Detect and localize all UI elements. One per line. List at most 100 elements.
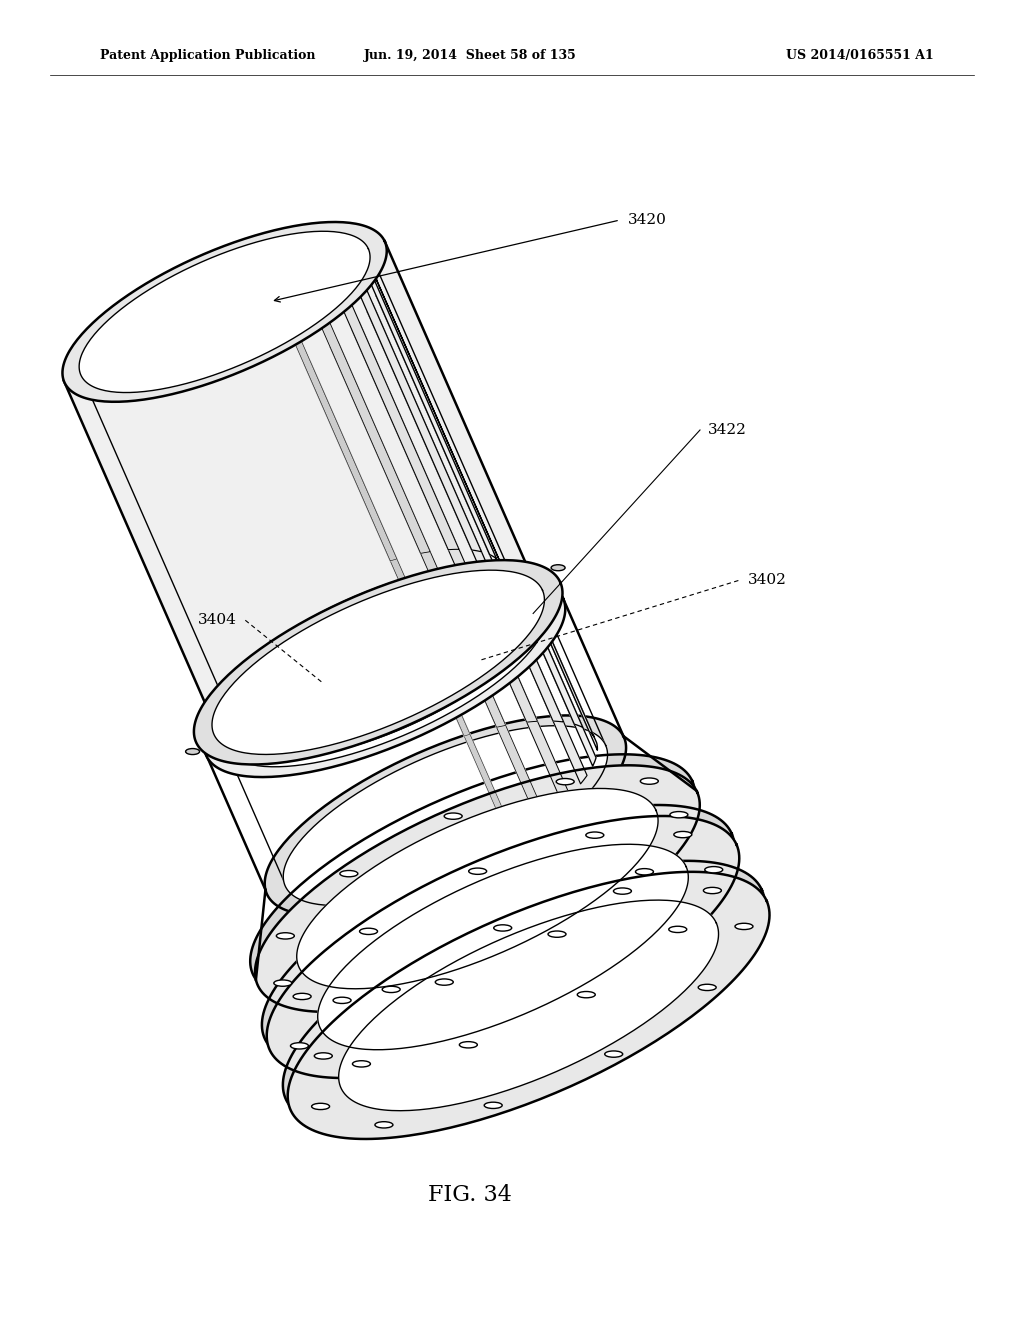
- Polygon shape: [460, 642, 509, 669]
- Text: 3422: 3422: [708, 422, 746, 437]
- Polygon shape: [242, 598, 527, 756]
- Polygon shape: [304, 360, 436, 652]
- Polygon shape: [322, 261, 459, 549]
- Ellipse shape: [586, 832, 604, 838]
- Ellipse shape: [311, 1104, 330, 1110]
- Ellipse shape: [375, 1122, 393, 1129]
- Ellipse shape: [293, 994, 311, 999]
- Polygon shape: [204, 577, 565, 777]
- Ellipse shape: [444, 813, 462, 820]
- Polygon shape: [213, 565, 538, 744]
- Polygon shape: [473, 599, 538, 722]
- Polygon shape: [212, 570, 545, 755]
- Text: Jun. 19, 2014  Sheet 58 of 135: Jun. 19, 2014 Sheet 58 of 135: [364, 49, 577, 62]
- Ellipse shape: [291, 1043, 308, 1049]
- Polygon shape: [456, 714, 514, 840]
- Ellipse shape: [382, 986, 400, 993]
- Ellipse shape: [460, 1041, 477, 1048]
- Ellipse shape: [669, 927, 687, 932]
- Ellipse shape: [359, 928, 378, 935]
- Polygon shape: [344, 626, 392, 653]
- Ellipse shape: [613, 888, 632, 894]
- Polygon shape: [443, 603, 506, 727]
- Ellipse shape: [435, 979, 454, 985]
- Polygon shape: [222, 587, 547, 767]
- Polygon shape: [508, 673, 570, 803]
- Polygon shape: [466, 616, 515, 644]
- Polygon shape: [250, 754, 695, 1001]
- Ellipse shape: [705, 866, 723, 873]
- Polygon shape: [540, 636, 596, 766]
- Ellipse shape: [578, 991, 595, 998]
- Polygon shape: [321, 642, 449, 713]
- Polygon shape: [260, 685, 309, 713]
- Ellipse shape: [674, 832, 692, 838]
- Polygon shape: [294, 264, 430, 553]
- Ellipse shape: [314, 1053, 333, 1059]
- Polygon shape: [297, 788, 658, 989]
- Polygon shape: [229, 574, 520, 735]
- Polygon shape: [317, 845, 688, 1049]
- Polygon shape: [427, 672, 476, 700]
- Polygon shape: [377, 700, 425, 727]
- Ellipse shape: [605, 1051, 623, 1057]
- Text: Patent Application Publication: Patent Application Publication: [100, 49, 315, 62]
- Polygon shape: [284, 726, 607, 906]
- Ellipse shape: [703, 887, 721, 894]
- Text: US 2014/0165551 A1: US 2014/0165551 A1: [786, 49, 934, 62]
- Polygon shape: [264, 271, 397, 561]
- Ellipse shape: [469, 869, 486, 874]
- Polygon shape: [276, 722, 326, 750]
- Polygon shape: [536, 610, 594, 737]
- Polygon shape: [521, 602, 583, 727]
- Ellipse shape: [735, 923, 753, 929]
- Ellipse shape: [340, 870, 357, 876]
- Text: FIG. 34: FIG. 34: [428, 1184, 512, 1206]
- Text: 3404: 3404: [198, 612, 237, 627]
- Polygon shape: [62, 222, 387, 401]
- Ellipse shape: [276, 933, 294, 939]
- Polygon shape: [443, 605, 493, 632]
- Polygon shape: [322, 718, 370, 746]
- Polygon shape: [283, 861, 765, 1129]
- Polygon shape: [364, 267, 497, 558]
- Polygon shape: [266, 816, 739, 1078]
- Polygon shape: [265, 715, 626, 916]
- Ellipse shape: [556, 779, 574, 785]
- Ellipse shape: [352, 1061, 371, 1067]
- Polygon shape: [339, 900, 719, 1110]
- Text: 3402: 3402: [748, 573, 786, 587]
- Polygon shape: [79, 231, 370, 392]
- Polygon shape: [368, 304, 499, 601]
- Ellipse shape: [548, 931, 566, 937]
- Polygon shape: [288, 871, 769, 1139]
- Ellipse shape: [494, 925, 512, 931]
- Polygon shape: [543, 620, 597, 750]
- Polygon shape: [484, 694, 545, 821]
- Polygon shape: [330, 342, 464, 635]
- Text: 3420: 3420: [628, 213, 667, 227]
- Polygon shape: [262, 805, 734, 1067]
- Polygon shape: [527, 653, 587, 784]
- Ellipse shape: [640, 777, 658, 784]
- Ellipse shape: [636, 869, 653, 875]
- Ellipse shape: [333, 997, 351, 1003]
- Polygon shape: [375, 275, 504, 570]
- Polygon shape: [255, 766, 699, 1012]
- Polygon shape: [351, 322, 485, 618]
- Polygon shape: [194, 560, 562, 764]
- Ellipse shape: [698, 985, 716, 990]
- Polygon shape: [62, 222, 536, 725]
- Polygon shape: [376, 288, 504, 583]
- Ellipse shape: [484, 1102, 502, 1109]
- Polygon shape: [293, 655, 342, 682]
- Polygon shape: [345, 261, 481, 552]
- Polygon shape: [399, 607, 447, 636]
- Polygon shape: [500, 599, 563, 722]
- Ellipse shape: [670, 812, 688, 818]
- Polygon shape: [411, 612, 470, 737]
- Ellipse shape: [551, 565, 565, 570]
- Polygon shape: [254, 709, 303, 737]
- Ellipse shape: [273, 979, 292, 986]
- Ellipse shape: [185, 748, 200, 755]
